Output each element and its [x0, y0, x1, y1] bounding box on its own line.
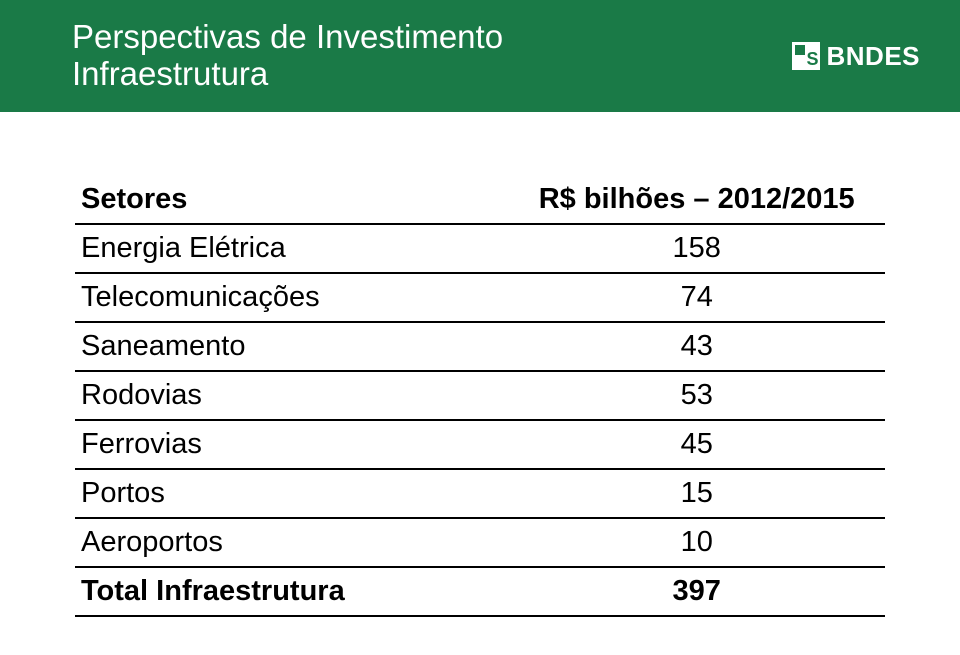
table-header-row: Setores R$ bilhões – 2012/2015 [75, 176, 885, 224]
table-row: Telecomunicações74 [75, 273, 885, 322]
sector-cell: Energia Elétrica [75, 224, 512, 273]
table-row: Saneamento43 [75, 322, 885, 371]
sector-cell: Rodovias [75, 371, 512, 420]
investment-table: Setores R$ bilhões – 2012/2015 Energia E… [75, 176, 885, 617]
sector-cell: Saneamento [75, 322, 512, 371]
col-header-sector: Setores [75, 176, 512, 224]
title-line-1: Perspectivas de Investimento [72, 19, 503, 56]
sector-cell: Ferrovias [75, 420, 512, 469]
table-row: Total Infraestrutura397 [75, 567, 885, 616]
sector-cell: Aeroportos [75, 518, 512, 567]
table-row: Energia Elétrica158 [75, 224, 885, 273]
table-row: Ferrovias45 [75, 420, 885, 469]
slide: Perspectivas de Investimento Infraestrut… [0, 0, 960, 655]
value-cell: 10 [512, 518, 885, 567]
bndes-logo-text: BNDES [826, 41, 920, 72]
bndes-logo: BNDES [792, 41, 920, 72]
sector-cell: Total Infraestrutura [75, 567, 512, 616]
value-cell: 45 [512, 420, 885, 469]
value-cell: 53 [512, 371, 885, 420]
table-body: Energia Elétrica158Telecomunicações74San… [75, 224, 885, 616]
bndes-logo-icon [792, 42, 820, 70]
table-row: Portos15 [75, 469, 885, 518]
value-cell: 15 [512, 469, 885, 518]
value-cell: 74 [512, 273, 885, 322]
slide-title: Perspectivas de Investimento Infraestrut… [72, 19, 503, 93]
value-cell: 397 [512, 567, 885, 616]
table-row: Aeroportos10 [75, 518, 885, 567]
value-cell: 43 [512, 322, 885, 371]
investment-table-wrap: Setores R$ bilhões – 2012/2015 Energia E… [75, 176, 885, 617]
value-cell: 158 [512, 224, 885, 273]
col-header-value: R$ bilhões – 2012/2015 [512, 176, 885, 224]
sector-cell: Telecomunicações [75, 273, 512, 322]
table-row: Rodovias53 [75, 371, 885, 420]
header-bar: Perspectivas de Investimento Infraestrut… [0, 0, 960, 112]
sector-cell: Portos [75, 469, 512, 518]
title-line-2: Infraestrutura [72, 56, 503, 93]
